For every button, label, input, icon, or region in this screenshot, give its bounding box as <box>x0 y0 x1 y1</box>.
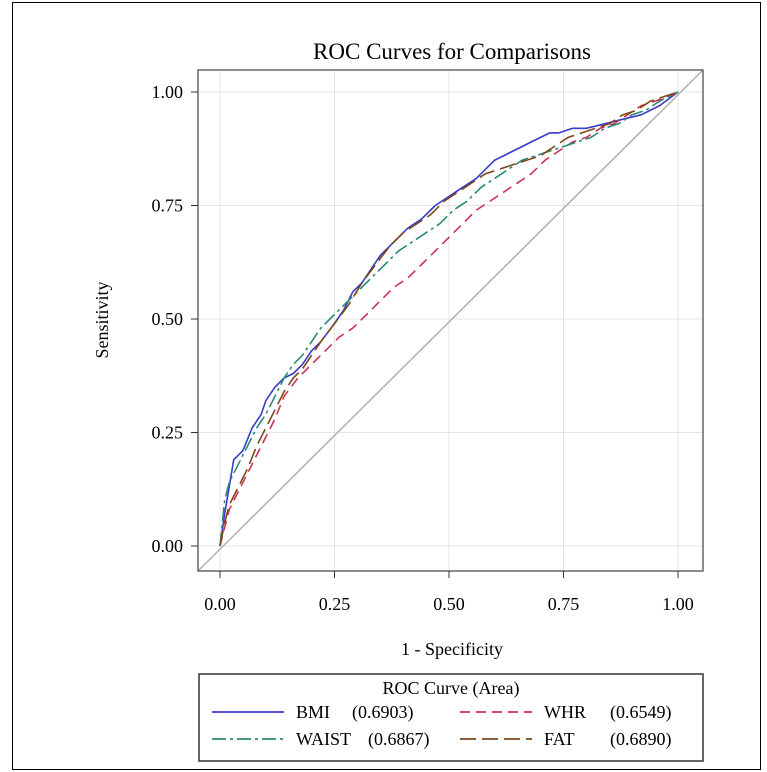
y-tick-label: 0.25 <box>152 423 184 443</box>
x-tick-label: 0.25 <box>319 594 351 614</box>
legend-label-waist: WAIST <box>296 729 351 749</box>
x-tick-label: 0.50 <box>433 594 465 614</box>
y-tick-label: 0.75 <box>152 196 184 216</box>
legend: ROC Curve (Area) BMI (0.6903) WHR (0.6549) W… <box>198 673 704 762</box>
roc-curve-bmi <box>219 91 679 547</box>
x-tick-label: 1.00 <box>662 594 694 614</box>
roc-curves <box>219 91 679 547</box>
plot-area-border <box>197 69 704 572</box>
legend-area-bmi: (0.6903) <box>352 702 414 723</box>
roc-curve-waist <box>219 91 679 547</box>
y-tick-label: 1.00 <box>152 82 184 102</box>
legend-label-fat: FAT <box>544 729 575 749</box>
y-axis-label: Sensitivity <box>92 281 112 358</box>
legend-label-whr: WHR <box>544 702 586 722</box>
legend-area-whr: (0.6549) <box>610 702 672 723</box>
legend-items: BMI (0.6903) WHR (0.6549) WAIST (0.6867) FAT (0… <box>212 702 672 750</box>
y-tick-label: 0.50 <box>152 309 184 329</box>
reference-line <box>197 69 704 572</box>
legend-title: ROC Curve (Area) <box>383 678 520 699</box>
roc-curve-fat <box>219 91 679 547</box>
y-tick-label: 0.00 <box>152 536 184 556</box>
legend-area-fat: (0.6890) <box>610 729 672 750</box>
x-axis-ticks: 0.00 0.25 0.50 0.75 1.00 <box>204 571 694 614</box>
roc-curve-whr <box>219 91 679 547</box>
legend-label-bmi: BMI <box>296 702 330 722</box>
x-axis-label: 1 - Specificity <box>401 639 503 659</box>
y-axis-ticks: 0.00 0.25 0.50 0.75 1.00 <box>152 82 198 556</box>
x-tick-label: 0.75 <box>548 594 580 614</box>
x-tick-label: 0.00 <box>204 594 236 614</box>
legend-area-waist: (0.6867) <box>368 729 430 750</box>
chart-title: ROC Curves for Comparisons <box>313 39 591 64</box>
grid-lines <box>198 70 703 571</box>
chart-frame <box>12 2 761 770</box>
legend-box <box>198 673 704 762</box>
